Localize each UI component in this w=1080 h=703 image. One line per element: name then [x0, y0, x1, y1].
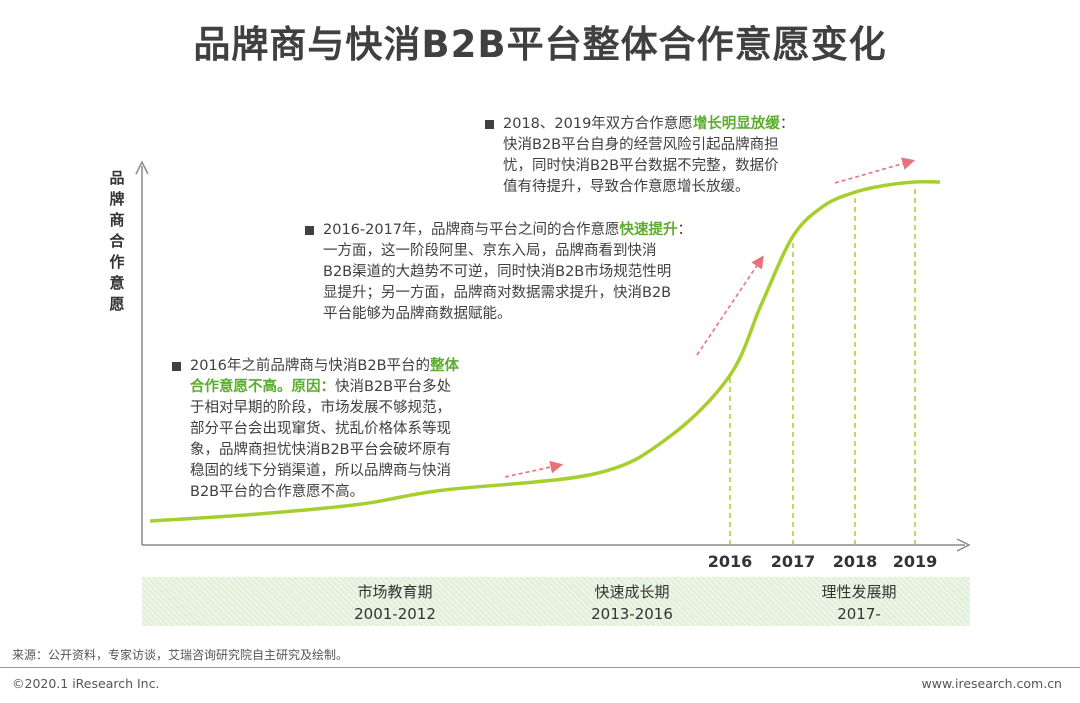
- annotation-text: 快消B2B平台多处: [335, 379, 452, 395]
- annotation-text: B2B渠道的大趋势不可逆，同时快消B2B市场规范性明: [323, 264, 672, 280]
- annotation-line: 值有待提升，导致合作意愿增长放缓。: [503, 177, 853, 198]
- annotation-2018-2019: 2018、2019年双方合作意愿增长明显放缓： 快消B2B平台自身的经营风险引起品…: [485, 114, 853, 198]
- phase-years: 2013-2016: [591, 605, 673, 623]
- phase-name: 市场教育期: [357, 583, 433, 601]
- annotation-line: 2016-2017年，品牌商与平台之间的合作意愿快速提升：: [323, 220, 743, 241]
- annotation-line: 稳固的线下分销渠道，所以品牌商与快消: [190, 461, 520, 482]
- annotation-line: 合作意愿不高。原因：快消B2B平台多处: [190, 377, 520, 398]
- annotation-text: 象，品牌商担忧快消B2B平台会破坏原有: [190, 442, 452, 458]
- annotation-line: 平台能够为品牌商数据赋能。: [323, 304, 743, 325]
- annotation-text: 值有待提升，导致合作意愿增长放缓。: [503, 179, 750, 195]
- bullet-square-icon: [305, 226, 314, 235]
- annotation-line: 2018、2019年双方合作意愿增长明显放缓：: [503, 114, 853, 135]
- x-tick-label: 2019: [893, 552, 938, 571]
- annotation-line: B2B渠道的大趋势不可逆，同时快消B2B市场规范性明: [323, 262, 743, 283]
- copyright: ©2020.1 iResearch Inc.: [12, 676, 160, 691]
- phase-rational-development: 理性发展期 2017-: [759, 581, 959, 625]
- annotation-line: B2B平台的合作意愿不高。: [190, 482, 520, 503]
- phase-years: 2017-: [837, 605, 881, 623]
- x-tick-label: 2018: [833, 552, 878, 571]
- phase-rapid-growth: 快速成长期 2013-2016: [532, 581, 732, 625]
- y-axis-arrow-icon: [135, 160, 149, 175]
- trend-arrow-slowdown: [834, 157, 916, 184]
- x-tick-label: 2016: [708, 552, 753, 571]
- phase-years: 2001-2012: [354, 605, 436, 623]
- annotation-text: ：: [677, 222, 693, 238]
- annotation-line: 忧，同时快消B2B平台数据不完整，数据价: [503, 156, 853, 177]
- website-link[interactable]: www.iresearch.com.cn: [921, 676, 1063, 691]
- phase-name: 理性发展期: [821, 583, 897, 601]
- page-title: 品牌商与快消B2B平台整体合作意愿变化: [193, 23, 887, 66]
- phase-market-education: 市场教育期 2001-2012: [295, 581, 495, 625]
- annotation-text: 忧，同时快消B2B平台数据不完整，数据价: [503, 158, 779, 174]
- footer-divider: [0, 667, 1080, 668]
- phase-name: 快速成长期: [594, 583, 670, 601]
- annotation-line: 2016年之前品牌商与快消B2B平台的整体: [190, 356, 520, 377]
- annotation-line: 一方面，这一阶段阿里、京东入局，品牌商看到快消: [323, 241, 743, 262]
- annotation-before-2016: 2016年之前品牌商与快消B2B平台的整体 合作意愿不高。原因：快消B2B平台多处…: [172, 356, 520, 503]
- trend-arrow-slow: [504, 460, 564, 478]
- annotation-text: 平台能够为品牌商数据赋能。: [323, 306, 512, 322]
- annotation-text: 2018、2019年双方合作意愿: [503, 116, 693, 132]
- annotation-text: 稳固的线下分销渠道，所以品牌商与快消: [190, 463, 451, 479]
- cooperation-willingness-curve: [149, 179, 941, 523]
- bullet-square-icon: [485, 120, 494, 129]
- annotation-line: 象，品牌商担忧快消B2B平台会破坏原有: [190, 440, 520, 461]
- bullet-square-icon: [172, 362, 181, 371]
- phase-band: 市场教育期 2001-2012 快速成长期 2013-2016 理性发展期 20…: [142, 577, 970, 626]
- annotation-2016-2017: 2016-2017年，品牌商与平台之间的合作意愿快速提升： 一方面，这一阶段阿里、…: [305, 220, 743, 325]
- annotation-text: 2016-2017年，品牌商与平台之间的合作意愿: [323, 222, 620, 238]
- annotation-text: 部分平台会出现窜货、扰乱价格体系等现: [190, 421, 451, 437]
- y-axis-label: 品 牌 商 合 作 意 愿: [109, 169, 125, 313]
- annotation-line: 部分平台会出现窜货、扰乱价格体系等现: [190, 419, 520, 440]
- highlight-text: 增长明显放缓: [692, 116, 780, 132]
- annotation-text: 2016年之前品牌商与快消B2B平台的: [190, 358, 431, 374]
- highlight-text: 合作意愿不高。原因：: [190, 379, 335, 395]
- x-tick-label: 2017: [771, 552, 816, 571]
- annotation-text: ：: [779, 116, 795, 132]
- highlight-text: 整体: [430, 358, 460, 374]
- annotation-text: 显提升；另一方面，品牌商对数据需求提升，快消B2B: [323, 285, 672, 301]
- annotation-line: 于相对早期的阶段，市场发展不够规范，: [190, 398, 520, 419]
- trend-arrow-rapid: [696, 255, 764, 356]
- annotation-text: 一方面，这一阶段阿里、京东入局，品牌商看到快消: [323, 243, 657, 259]
- annotation-text: B2B平台的合作意愿不高。: [190, 484, 365, 500]
- annotation-text: 于相对早期的阶段，市场发展不够规范，: [190, 400, 451, 416]
- annotation-line: 显提升；另一方面，品牌商对数据需求提升，快消B2B: [323, 283, 743, 304]
- source-note: 来源：公开资料，专家访谈，艾瑞咨询研究院自主研究及绘制。: [12, 648, 349, 662]
- annotation-line: 快消B2B平台自身的经营风险引起品牌商担: [503, 135, 853, 156]
- annotation-text: 快消B2B平台自身的经营风险引起品牌商担: [503, 137, 779, 153]
- highlight-text: 快速提升: [619, 222, 678, 238]
- x-axis-arrow-icon: [956, 538, 971, 552]
